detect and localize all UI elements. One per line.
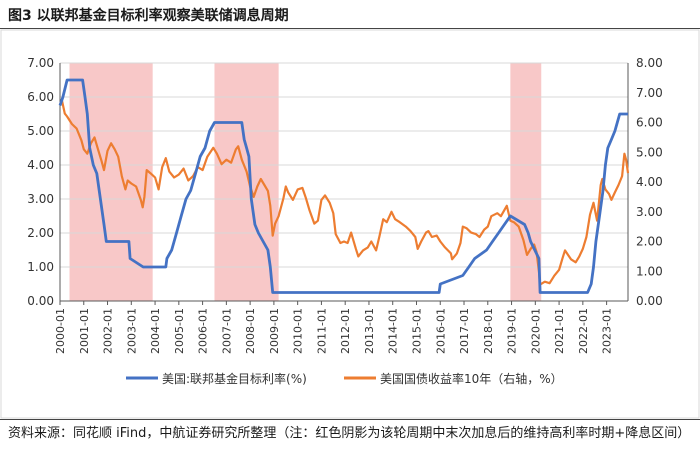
x-tick-label: 2008-01: [244, 308, 257, 354]
shaded-period-1: [69, 63, 153, 301]
y-left-tick-label: 1.00: [27, 260, 54, 274]
series-line-fed-funds: [58, 78, 628, 294]
x-tick-label: 2020-01: [529, 308, 542, 354]
y-left-tick-label: 5.00: [27, 124, 54, 138]
x-tick-label: 2023-01: [601, 308, 614, 354]
x-tick-label: 2005-01: [173, 308, 186, 354]
y-right-tick-label: 2.00: [636, 235, 663, 249]
x-tick-label: 2012-01: [339, 308, 352, 354]
x-tick-label: 2015-01: [410, 308, 423, 354]
y-right-tick-label: 5.00: [636, 145, 663, 159]
y-right-tick-label: 1.00: [636, 264, 663, 278]
x-tick-label: 2006-01: [197, 308, 210, 354]
x-tick-label: 2017-01: [458, 308, 471, 354]
y-right-tick-label: 6.00: [636, 116, 663, 130]
figure-title: 图3 以联邦基金目标利率观察美联储调息周期: [8, 8, 289, 24]
y-left-tick-label: 0.00: [27, 294, 54, 308]
shaded-period-3: [510, 63, 542, 301]
x-tick-label: 2018-01: [482, 308, 495, 354]
x-tick-label: 2014-01: [387, 308, 400, 354]
legend-label-fed: 美国:联邦基金目标利率(%): [162, 371, 307, 386]
y-left-tick-label: 7.00: [27, 56, 54, 70]
y-left-tick-label: 6.00: [27, 90, 54, 104]
tick-labels: 0.00 1.00 2.00 3.00 4.00 5.00 6.00 7.00 0.00 1.00…: [27, 56, 662, 354]
y-right-tick-label: 7.00: [636, 86, 663, 100]
x-tick-label: 2001-01: [78, 308, 91, 354]
y-left-tick-label: 4.00: [27, 158, 54, 172]
y-left-tick-label: 3.00: [27, 192, 54, 206]
x-tick-label: 2004-01: [149, 308, 162, 354]
y-left-tick-label: 2.00: [27, 226, 54, 240]
x-tick-label: 2003-01: [125, 308, 138, 354]
x-tick-label: 2016-01: [434, 308, 447, 354]
x-tick-label: 2000-01: [54, 308, 67, 354]
title-rule: [0, 28, 700, 29]
x-tick-label: 2022-01: [577, 308, 590, 354]
x-tick-label: 2007-01: [220, 308, 233, 354]
source-rule: [0, 419, 700, 420]
x-tick-label: 2009-01: [268, 308, 281, 354]
x-tick-label: 2013-01: [363, 308, 376, 354]
shaded-period-2: [214, 63, 279, 301]
legend-label-yield: 美国国债收益率10年（右轴，%）: [380, 371, 563, 386]
series-layer: [58, 78, 630, 294]
x-tick-label: 2010-01: [292, 308, 305, 354]
y-right-tick-label: 3.00: [636, 205, 663, 219]
x-tick-label: 2011-01: [315, 308, 328, 354]
x-tick-label: 2021-01: [553, 308, 566, 354]
y-right-tick-label: 0.00: [636, 294, 663, 308]
y-right-tick-label: 4.00: [636, 175, 663, 189]
source-note: 资料来源：同花顺 iFind，中航证券研究所整理（注：红色阴影为该轮周期中末次加…: [8, 426, 691, 441]
legend: 美国:联邦基金目标利率(%) 美国国债收益率10年（右轴，%）: [126, 371, 563, 386]
shaded-periods: [69, 63, 542, 301]
y-right-tick-label: 8.00: [636, 56, 663, 70]
x-tick-label: 2019-01: [506, 308, 519, 354]
x-tick-label: 2002-01: [102, 308, 115, 354]
fed-rate-chart: 0.00 1.00 2.00 3.00 4.00 5.00 6.00 7.00 0.00 1.00…: [0, 29, 700, 419]
